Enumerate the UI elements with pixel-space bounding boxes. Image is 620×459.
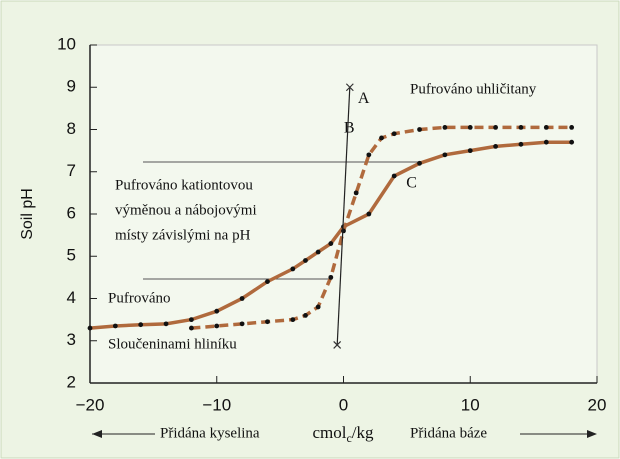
point: [290, 266, 296, 272]
point: [467, 124, 473, 130]
annotation: Přidána báze: [410, 425, 487, 441]
point: [543, 139, 549, 145]
x-tick-label: −10: [202, 395, 231, 414]
point: [442, 152, 448, 158]
annotation: Pufrováno: [108, 290, 171, 306]
x-tick-label: 20: [588, 395, 607, 414]
annotation: výměnou a nábojovými: [115, 202, 257, 218]
point: [214, 308, 220, 314]
point: [239, 296, 245, 301]
y-tick-label: 6: [67, 203, 76, 222]
annotation: Pufrováno uhličitany: [410, 81, 537, 97]
annotation: Pufrováno kationtovou: [115, 177, 253, 193]
y-tick-label: 10: [57, 34, 76, 53]
point: [87, 325, 93, 331]
point: [303, 313, 308, 318]
point: [518, 141, 524, 147]
point: [265, 319, 270, 325]
point: [366, 211, 372, 217]
y-tick-label: 8: [67, 119, 76, 138]
x-tick-label: 0: [339, 395, 348, 414]
x-axis-label: cmolc/kg: [312, 423, 374, 445]
point: [543, 124, 549, 130]
point: [303, 258, 308, 263]
series-label: A: [358, 90, 370, 107]
point: [569, 124, 575, 130]
point: [366, 152, 372, 158]
y-tick-label: 4: [67, 288, 76, 307]
point: [328, 274, 334, 280]
point: [189, 325, 194, 331]
point: [138, 322, 144, 328]
point: [569, 139, 575, 145]
annotation: Přidána kyselina: [160, 425, 260, 441]
point: [341, 228, 346, 234]
point: [112, 323, 118, 329]
series-label: B: [344, 120, 355, 137]
point: [163, 321, 169, 327]
point: [391, 131, 397, 137]
point: [328, 241, 334, 246]
point: [417, 127, 422, 132]
arrow-head: [92, 430, 102, 438]
point: [189, 317, 194, 323]
point: [290, 317, 296, 323]
point: [467, 148, 473, 154]
point: [379, 135, 384, 141]
point: [391, 173, 397, 179]
series-label: C: [406, 175, 417, 192]
x-tick-label: −20: [76, 395, 105, 414]
point: [239, 321, 245, 327]
annotation: Sloučeninami hliníku: [108, 336, 237, 352]
point: [333, 341, 342, 349]
point: [493, 124, 498, 130]
point: [442, 124, 448, 130]
y-tick-label: 5: [67, 246, 76, 265]
point: [345, 83, 354, 92]
y-tick-label: 9: [67, 77, 76, 96]
point: [353, 190, 359, 196]
annotation: místy závislými na pH: [115, 227, 251, 243]
y-tick-label: 7: [67, 161, 76, 180]
point: [493, 144, 498, 149]
y-tick-label: 3: [67, 330, 76, 349]
y-axis-label: Soil pH: [19, 188, 36, 240]
series-line: [191, 125, 572, 330]
x-tick-label: 10: [461, 395, 480, 414]
point: [315, 249, 321, 255]
y-tick-label: 2: [67, 372, 76, 391]
point: [417, 160, 422, 166]
point: [265, 279, 270, 284]
point: [214, 323, 220, 329]
point: [315, 304, 321, 310]
series-line: [336, 87, 351, 346]
point: [518, 124, 524, 130]
series-line: [89, 140, 572, 330]
arrow-head: [587, 430, 597, 438]
